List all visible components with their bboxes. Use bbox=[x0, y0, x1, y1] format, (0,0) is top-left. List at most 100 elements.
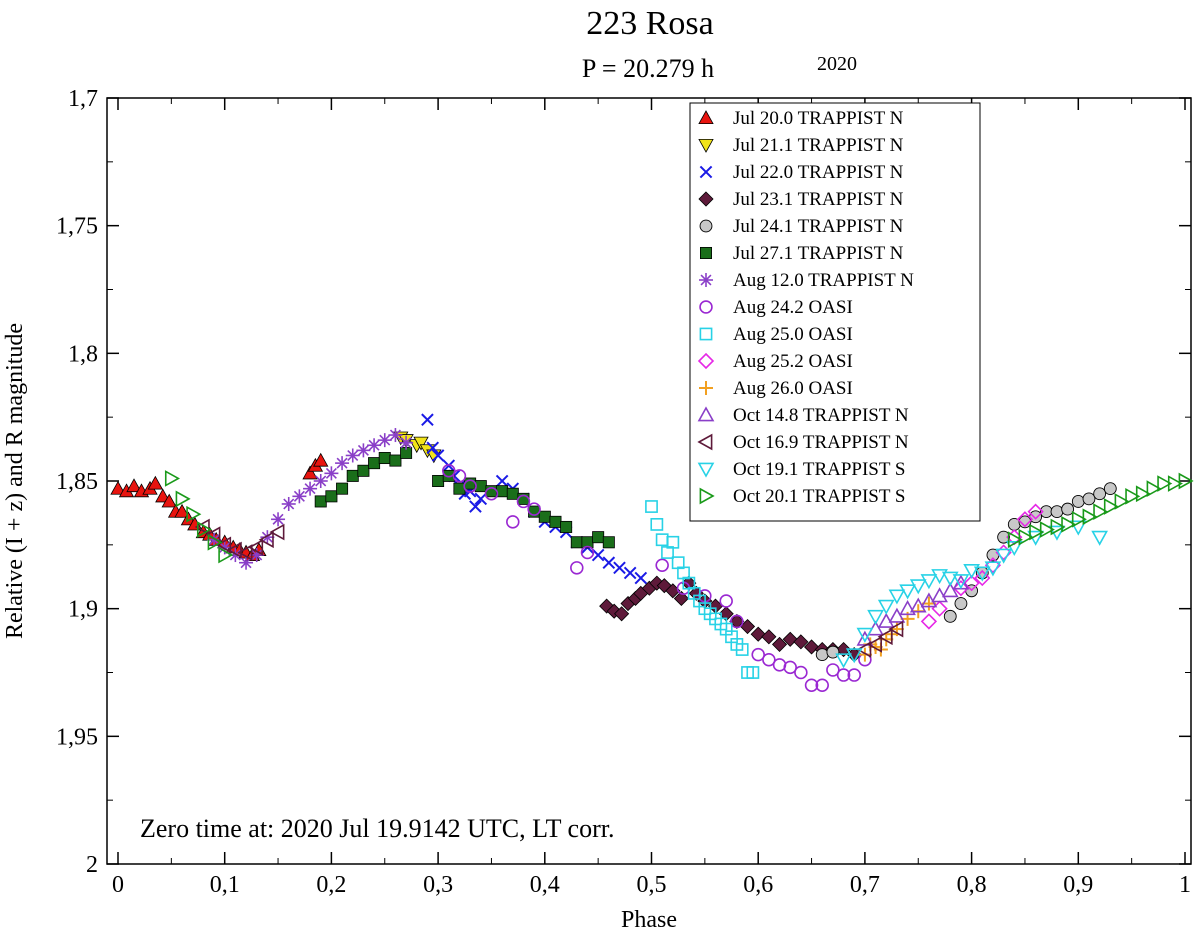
legend-entry: Aug 24.2 OASI bbox=[733, 297, 853, 318]
data-point bbox=[426, 441, 440, 455]
year-label: 2020 bbox=[817, 53, 857, 75]
data-point bbox=[496, 485, 509, 498]
data-point bbox=[1016, 511, 1034, 528]
legend-marker bbox=[697, 406, 715, 422]
data-point bbox=[826, 645, 840, 659]
legend-entry: Aug 12.0 TRAPPIST N bbox=[733, 270, 914, 291]
data-point bbox=[602, 556, 616, 570]
data-point bbox=[877, 628, 893, 646]
data-point bbox=[484, 487, 499, 501]
legend-marker bbox=[697, 433, 713, 451]
data-point bbox=[474, 492, 488, 506]
data-point bbox=[1082, 492, 1096, 506]
series-13 bbox=[835, 520, 1108, 669]
data-point bbox=[793, 634, 809, 650]
data-point bbox=[431, 449, 445, 462]
data-point bbox=[325, 490, 338, 503]
data-points bbox=[110, 413, 1194, 693]
series-8 bbox=[645, 500, 760, 679]
data-point bbox=[570, 561, 584, 575]
data-point bbox=[314, 495, 327, 508]
data-point bbox=[346, 469, 359, 482]
data-point bbox=[186, 505, 202, 523]
data-point bbox=[735, 643, 749, 656]
x-axis-label: Phase bbox=[621, 907, 677, 933]
legend-marker bbox=[699, 487, 715, 505]
x-tick-label: 0,3 bbox=[423, 872, 453, 898]
x-tick-label: 0,2 bbox=[316, 872, 346, 898]
data-point bbox=[941, 571, 959, 587]
data-point bbox=[1071, 495, 1085, 508]
data-point bbox=[432, 474, 445, 487]
legend-box bbox=[689, 102, 981, 522]
data-point bbox=[761, 629, 777, 645]
data-point bbox=[292, 489, 307, 504]
data-point bbox=[271, 512, 286, 527]
data-point bbox=[527, 502, 541, 516]
legend-entry: Aug 25.0 OASI bbox=[733, 324, 853, 345]
data-point bbox=[1069, 520, 1087, 536]
data-point bbox=[866, 636, 882, 653]
data-point bbox=[857, 647, 872, 662]
x-tick-label: 0,4 bbox=[530, 872, 560, 898]
data-point bbox=[856, 641, 872, 658]
data-point bbox=[730, 614, 744, 629]
data-point bbox=[984, 561, 1002, 577]
data-point bbox=[126, 478, 142, 493]
x-tick-label: 0,5 bbox=[637, 872, 667, 898]
data-point bbox=[453, 482, 466, 495]
data-point bbox=[666, 535, 680, 549]
data-point bbox=[399, 435, 414, 450]
y-tick-label: 1,85 bbox=[56, 469, 98, 495]
series-14 bbox=[164, 470, 1194, 564]
data-point bbox=[845, 648, 863, 664]
x-tick-label: 0,8 bbox=[957, 872, 987, 898]
data-point bbox=[645, 500, 658, 513]
data-point bbox=[719, 594, 733, 608]
data-point bbox=[226, 541, 242, 559]
data-point bbox=[826, 663, 840, 677]
data-point bbox=[110, 480, 126, 495]
data-point bbox=[650, 518, 664, 531]
legend-entry: Oct 14.8 TRAPPIST N bbox=[733, 405, 909, 426]
data-point bbox=[469, 500, 482, 513]
series-5 bbox=[314, 446, 615, 549]
data-point bbox=[1157, 475, 1173, 492]
axis-ticks: 0 0,1 0,2 0,3 0,4 0,5 0,6 0,7 0,8 0,9 1 1,7 1,75 1,8 1… bbox=[56, 86, 1191, 898]
legend-marker bbox=[698, 110, 714, 124]
data-point bbox=[269, 523, 285, 541]
data-point bbox=[1018, 515, 1032, 529]
data-point bbox=[888, 607, 906, 623]
data-point bbox=[147, 475, 164, 490]
legend-marker bbox=[699, 300, 713, 314]
data-point bbox=[762, 652, 776, 667]
data-point bbox=[452, 469, 467, 483]
data-point bbox=[237, 544, 253, 561]
data-point bbox=[974, 569, 991, 587]
legend-entry: Jul 24.1 TRAPPIST N bbox=[733, 216, 904, 237]
data-point bbox=[1061, 502, 1075, 516]
legend-marker bbox=[697, 462, 715, 478]
data-point bbox=[335, 456, 350, 471]
data-point bbox=[794, 665, 808, 680]
series-4 bbox=[815, 482, 1117, 662]
data-point bbox=[909, 579, 927, 595]
data-point bbox=[239, 555, 254, 570]
legend-marker bbox=[699, 381, 713, 395]
plot-frame bbox=[106, 97, 1192, 865]
x-tick-label: 0,1 bbox=[210, 872, 240, 898]
data-point bbox=[750, 626, 766, 642]
data-point bbox=[1005, 540, 1023, 557]
legend-entry: Jul 22.0 TRAPPIST N bbox=[733, 162, 904, 183]
data-point bbox=[378, 452, 391, 465]
data-point bbox=[1082, 508, 1098, 526]
data-point bbox=[815, 678, 829, 693]
data-point bbox=[194, 518, 210, 536]
data-point bbox=[751, 647, 765, 662]
y-tick-label: 1,75 bbox=[56, 214, 98, 240]
data-point bbox=[324, 466, 339, 481]
data-point bbox=[815, 648, 829, 662]
data-point bbox=[1018, 528, 1034, 546]
data-point bbox=[867, 609, 884, 625]
data-point bbox=[248, 539, 264, 556]
